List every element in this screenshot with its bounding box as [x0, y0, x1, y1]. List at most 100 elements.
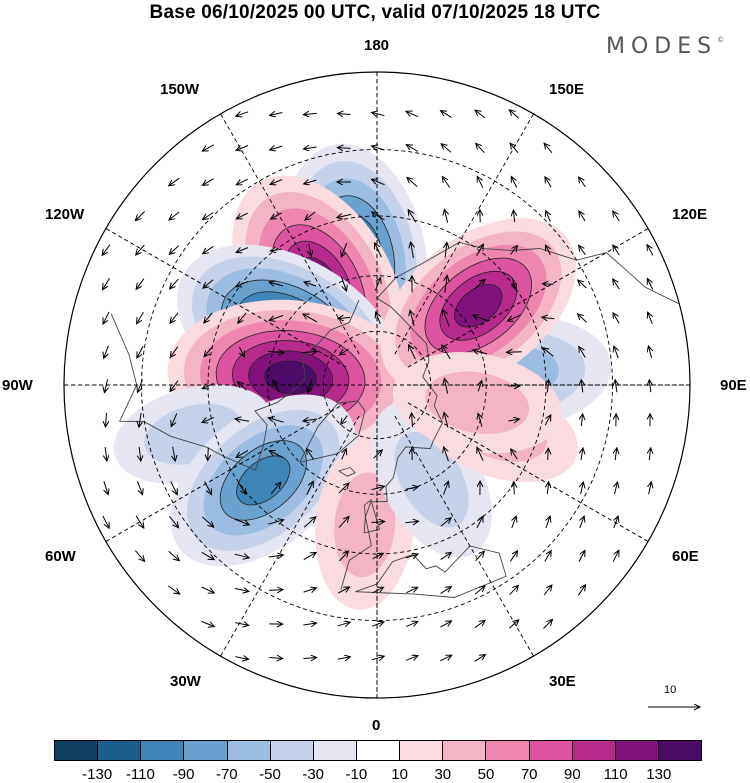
wind-vector	[513, 278, 516, 290]
wind-vector	[444, 412, 448, 428]
wind-vector	[238, 312, 247, 323]
wind-vector	[204, 346, 213, 356]
modes-logo: MODES©	[606, 34, 724, 59]
wind-vector	[270, 179, 283, 185]
wind-vector	[647, 245, 654, 256]
wind-vector	[613, 313, 620, 324]
wind-vector	[236, 212, 248, 219]
wind-vector	[443, 481, 449, 495]
wind-vector	[303, 419, 318, 421]
wind-vector	[581, 482, 584, 495]
wind-vector	[137, 312, 144, 323]
wind-vector	[303, 113, 317, 114]
colorbar-swatch	[572, 741, 616, 760]
wind-vector	[139, 446, 141, 461]
wind-vector	[304, 180, 317, 184]
coastline-iceland	[338, 466, 356, 477]
lon-label-0: 0	[372, 717, 381, 734]
meridian-150	[394, 113, 534, 355]
wind-vector	[647, 279, 654, 290]
wind-vector	[614, 516, 618, 529]
wind-vector	[303, 314, 318, 323]
wind-vector	[509, 585, 519, 596]
wind-vector	[268, 520, 283, 524]
colorbar-tick-label: 70	[520, 766, 538, 783]
wind-vector	[543, 619, 553, 629]
lon-label-30W: 30W	[170, 673, 201, 690]
logo-text: MODES	[606, 34, 718, 59]
wind-vector	[170, 278, 179, 289]
wind-vector	[612, 550, 619, 562]
reference-vector-label: 10	[664, 684, 677, 696]
wind-vector	[406, 111, 419, 118]
wind-vector	[104, 379, 107, 392]
wind-vector	[578, 550, 585, 562]
colorbar-tick-label: 110	[603, 766, 628, 783]
anomaly-contour	[425, 371, 530, 434]
wind-vector	[234, 554, 249, 558]
wind-vector	[339, 348, 349, 355]
wind-vector	[337, 622, 350, 626]
coastline-uk	[363, 499, 381, 534]
wind-vector	[543, 585, 552, 596]
colorbar-swatch	[400, 741, 444, 760]
wind-vector	[270, 113, 283, 116]
wind-vector	[204, 312, 213, 323]
wind-vector	[474, 620, 485, 629]
wind-vector	[168, 585, 179, 594]
wind-vector	[236, 248, 249, 253]
wind-vector	[474, 655, 486, 662]
wind-vector	[338, 516, 349, 528]
wind-vector	[103, 278, 110, 289]
wind-vector	[169, 177, 180, 186]
wind-vector	[267, 351, 284, 352]
wind-vector	[543, 348, 554, 357]
wind-vector	[337, 114, 351, 115]
colorbar-swatch	[55, 741, 99, 760]
wind-vector	[208, 447, 209, 461]
wind-vector	[508, 419, 520, 421]
wind-vector	[509, 110, 520, 119]
wind-vector	[649, 448, 651, 461]
wind-vector	[440, 587, 452, 594]
wind-vector	[268, 555, 284, 557]
wind-vector	[475, 110, 486, 119]
wind-vector	[372, 112, 385, 115]
wind-vector	[170, 346, 179, 358]
wind-vector	[405, 621, 418, 628]
colorbar-tick-label: -130	[82, 766, 113, 783]
wind-vector	[270, 146, 283, 150]
wind-vector	[303, 552, 316, 561]
wind-vector	[613, 245, 620, 256]
wind-vector	[543, 284, 554, 285]
wind-vector	[135, 550, 144, 562]
colorbar-swatch	[615, 741, 659, 760]
wind-vector	[341, 242, 348, 257]
wind-vector	[203, 245, 214, 253]
wind-vector	[337, 214, 352, 217]
wind-vector	[613, 211, 620, 222]
wind-vector	[440, 621, 451, 628]
meridian-60	[407, 402, 649, 542]
wind-vector	[512, 516, 516, 529]
coastline-europe	[340, 297, 444, 590]
wind-vector	[202, 178, 214, 186]
colorbar-tick-label: -70	[215, 766, 238, 783]
wind-vector	[507, 352, 522, 353]
wind-vector	[546, 245, 551, 256]
colorbar-tick-label: 50	[477, 766, 495, 783]
wind-vector	[173, 446, 176, 461]
wind-vector	[508, 620, 519, 629]
wind-vector	[236, 280, 249, 286]
wind-vector	[337, 657, 351, 659]
lon-label-150E: 150E	[549, 81, 585, 98]
wind-vector	[405, 554, 418, 558]
wind-vector	[579, 211, 586, 222]
colorbar-swatch	[529, 741, 573, 760]
wind-vector	[268, 418, 284, 423]
wind-vector	[441, 111, 452, 118]
wind-vector	[236, 112, 249, 116]
wind-vector	[444, 447, 449, 462]
wind-vector	[235, 623, 248, 626]
wind-vector	[372, 587, 383, 594]
